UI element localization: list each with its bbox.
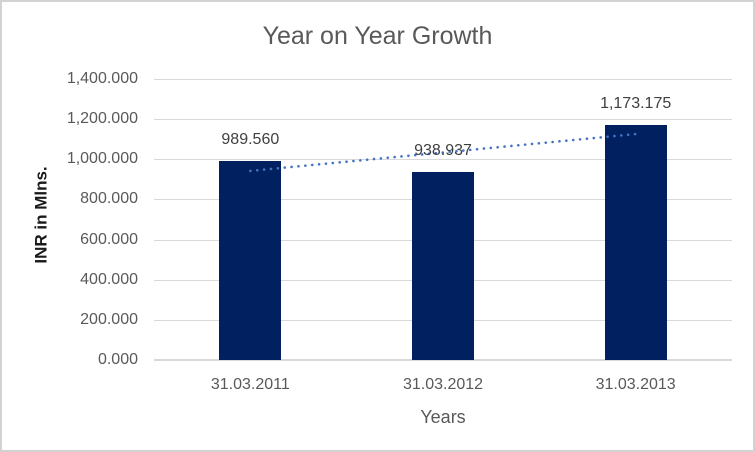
plot-area [154,79,732,361]
chart-title: Year on Year Growth [262,22,493,50]
x-tick-label: 31.03.2013 [595,376,676,393]
y-tick-label: 1,200.000 [66,110,138,128]
bar-31-03-2011 [219,161,282,360]
bar-31-03-2012 [412,171,474,360]
bar-value-label: 989.560 [221,131,280,149]
gridline [154,119,732,121]
y-tick-label: 200.000 [80,310,138,328]
y-tick-label: 0.000 [97,351,138,368]
bar-value-label: 1,173.175 [600,94,672,112]
x-tick-label: 31.03.2012 [402,376,484,393]
bar-value-label: 938.937 [414,141,472,159]
gridline [154,159,732,161]
y-tick-label: 600.000 [80,230,138,248]
x-tick-label: 31.03.2011 [210,376,290,393]
x-axis-line [154,359,732,361]
x-axis-title: Years [420,407,466,427]
trendline-path [249,132,637,173]
y-tick-label: 400.000 [80,270,138,288]
y-tick-label: 1,000.000 [66,150,138,168]
y-tick-label: 1,400.000 [66,70,138,87]
trendline [249,132,637,173]
bar-31-03-2013 [604,124,667,360]
gridline [154,79,732,80]
y-tick-label: 800.000 [80,190,138,208]
